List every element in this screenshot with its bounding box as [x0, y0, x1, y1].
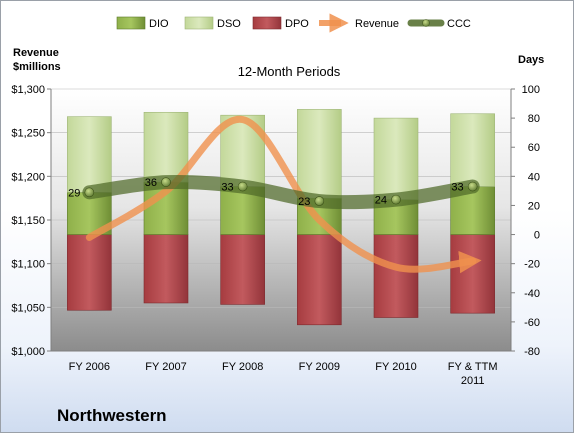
ccc-data-label: 29 [68, 187, 80, 199]
ccc-point [237, 181, 248, 192]
category-label: FY 2008 [222, 361, 263, 373]
left-tick-label: $1,000 [11, 346, 45, 358]
dpo-bar [220, 234, 265, 305]
category-label: FY & TTM [448, 361, 498, 373]
ccc-point [84, 187, 95, 198]
left-tick-label: $1,100 [11, 259, 45, 271]
left-axis-title-line2: $millions [13, 61, 61, 73]
category-label: FY 2010 [375, 361, 416, 373]
dpo-bar [297, 234, 342, 326]
dso-bar [297, 109, 342, 199]
ccc-data-label: 33 [451, 182, 463, 194]
left-axis-title-line1: Revenue [13, 47, 59, 59]
legend-label-revenue: Revenue [355, 18, 399, 30]
category-label: FY 2009 [299, 361, 340, 373]
ccc-point [314, 196, 325, 206]
dso-bar [450, 113, 495, 187]
left-tick-label: $1,300 [11, 84, 45, 96]
legend-label-dpo: DPO [285, 18, 309, 30]
revenue-line [85, 116, 482, 274]
dpo-bar [143, 234, 189, 304]
left-tick-label: $1,050 [11, 302, 45, 314]
legend-swatch-dpo [252, 16, 282, 30]
right-tick-label: -20 [524, 259, 540, 271]
right-tick-label: 40 [528, 171, 540, 183]
company-name: Northwestern [57, 406, 167, 425]
left-tick-label: $1,200 [11, 171, 45, 183]
legend-swatch-dso [184, 16, 214, 30]
dpo-bar [373, 234, 419, 318]
right-tick-label: 80 [528, 113, 540, 125]
legend-swatch-dio [116, 16, 146, 30]
category-label: FY 2006 [69, 361, 110, 373]
right-tick-label: 60 [528, 142, 540, 154]
right-tick-label: -80 [524, 346, 540, 358]
right-tick-label: 20 [528, 200, 540, 212]
legend: DIO DSO DPO Revenue CCC [116, 13, 471, 33]
legend-label-dio: DIO [149, 18, 169, 30]
right-tick-label: -60 [524, 317, 540, 329]
right-tick-label: 100 [522, 84, 540, 96]
ccc-point [161, 177, 171, 187]
ccc-line [82, 174, 480, 210]
ccc-data-label: 33 [221, 182, 233, 194]
left-tick-label: $1,150 [11, 215, 45, 227]
chart-title: 12-Month Periods [238, 64, 341, 79]
right-tick-label: -40 [524, 288, 540, 300]
left-tick-label: $1,250 [11, 128, 45, 140]
ccc-point [467, 181, 478, 192]
right-axis-title: Days [518, 54, 544, 66]
dso-bar [67, 116, 112, 193]
ccc-point [391, 194, 401, 205]
ccc-data-label: 36 [145, 177, 157, 189]
category-label: 2011 [461, 375, 485, 387]
lines: 29 36 33 23 24 33 [68, 116, 482, 274]
dio-bar [67, 192, 112, 235]
dso-bar [373, 117, 419, 200]
ccc-data-label: 24 [375, 195, 387, 207]
legend-marker-ccc [422, 19, 430, 27]
legend-label-ccc: CCC [447, 18, 471, 30]
dso-bar [143, 111, 189, 183]
category-label: FY 2007 [145, 361, 186, 373]
ccc-data-label: 23 [298, 196, 310, 208]
dpo-bar [67, 234, 112, 311]
legend-label-dso: DSO [217, 18, 241, 30]
right-tick-label: 0 [534, 230, 540, 242]
axes: $1,000 $1,050 $1,100 $1,150 $1,200 $1,250 $1,3… [11, 84, 540, 387]
dpo-bar [450, 234, 495, 314]
